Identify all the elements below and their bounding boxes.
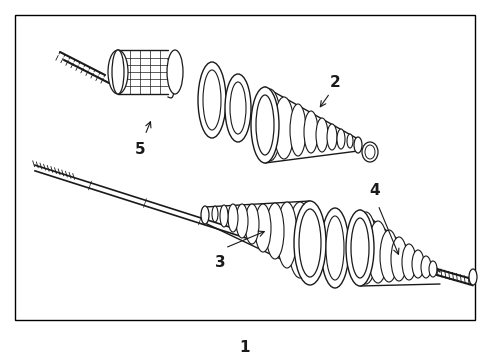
Ellipse shape — [167, 50, 183, 94]
Ellipse shape — [203, 70, 221, 130]
Ellipse shape — [251, 87, 279, 163]
Ellipse shape — [351, 218, 369, 278]
Ellipse shape — [362, 142, 378, 162]
Ellipse shape — [274, 97, 294, 159]
Text: 3: 3 — [215, 255, 225, 270]
Ellipse shape — [321, 208, 349, 288]
Ellipse shape — [290, 104, 306, 156]
Ellipse shape — [402, 244, 416, 280]
Text: 5: 5 — [135, 142, 146, 157]
Ellipse shape — [304, 111, 318, 153]
Ellipse shape — [337, 129, 345, 149]
Ellipse shape — [346, 210, 374, 286]
Ellipse shape — [212, 206, 218, 222]
Ellipse shape — [412, 250, 424, 278]
Ellipse shape — [316, 118, 328, 152]
Ellipse shape — [112, 50, 124, 94]
Ellipse shape — [288, 202, 312, 278]
Ellipse shape — [347, 134, 353, 148]
Ellipse shape — [220, 205, 228, 227]
Ellipse shape — [355, 212, 377, 284]
Ellipse shape — [469, 269, 477, 285]
Ellipse shape — [429, 261, 437, 277]
Ellipse shape — [201, 206, 209, 224]
Ellipse shape — [326, 216, 344, 280]
Text: 4: 4 — [369, 183, 380, 198]
Ellipse shape — [225, 74, 251, 142]
Text: 2: 2 — [330, 75, 341, 90]
Ellipse shape — [354, 137, 362, 153]
Ellipse shape — [368, 221, 388, 283]
Ellipse shape — [230, 82, 246, 134]
Ellipse shape — [380, 230, 398, 282]
Ellipse shape — [421, 256, 431, 278]
Ellipse shape — [365, 145, 375, 159]
Ellipse shape — [259, 89, 281, 161]
Ellipse shape — [228, 204, 238, 232]
Ellipse shape — [327, 124, 337, 150]
Text: 1: 1 — [240, 341, 250, 356]
Ellipse shape — [245, 204, 259, 244]
Ellipse shape — [255, 204, 271, 252]
Ellipse shape — [391, 237, 407, 281]
Ellipse shape — [266, 203, 284, 259]
Ellipse shape — [198, 62, 226, 138]
Ellipse shape — [108, 50, 128, 94]
Ellipse shape — [294, 201, 326, 285]
Ellipse shape — [277, 202, 297, 268]
Ellipse shape — [299, 209, 321, 277]
Ellipse shape — [236, 204, 248, 238]
Bar — [15, 15, 475, 320]
Ellipse shape — [256, 95, 274, 155]
